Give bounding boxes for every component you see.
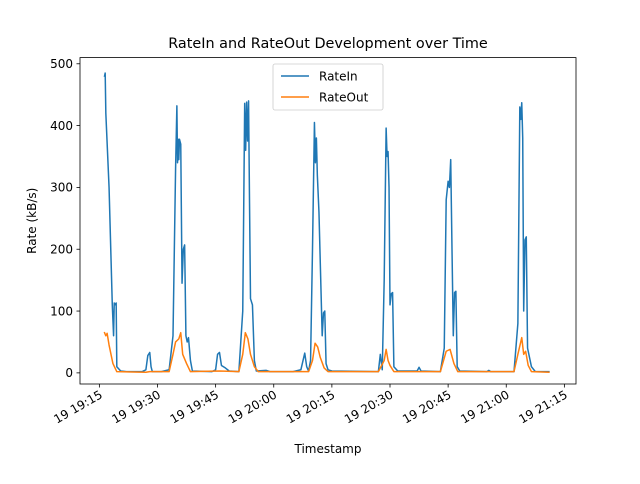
- legend-label-ratein: RateIn: [319, 70, 358, 84]
- chart-title: RateIn and RateOut Development over Time: [168, 36, 488, 52]
- y-tick-label: 200: [50, 242, 73, 256]
- y-tick-label: 0: [65, 366, 73, 380]
- x-axis-title: Timestamp: [294, 442, 362, 456]
- y-tick-label: 100: [50, 304, 73, 318]
- series-line-ratein: [103, 72, 550, 373]
- y-axis-title: Rate (kB/s): [25, 188, 39, 254]
- y-tick-label: 500: [50, 57, 73, 71]
- plot-frame: [79, 57, 577, 385]
- legend: RateIn RateOut: [272, 63, 384, 111]
- y-tick-label: 300: [50, 181, 73, 195]
- legend-label-rateout: RateOut: [319, 91, 369, 105]
- series-line-rateout: [103, 331, 550, 374]
- y-tick-label: 400: [50, 119, 73, 133]
- series-layer: [103, 72, 550, 374]
- y-axis-ticks: 0 100 200 300 400 500: [50, 57, 80, 380]
